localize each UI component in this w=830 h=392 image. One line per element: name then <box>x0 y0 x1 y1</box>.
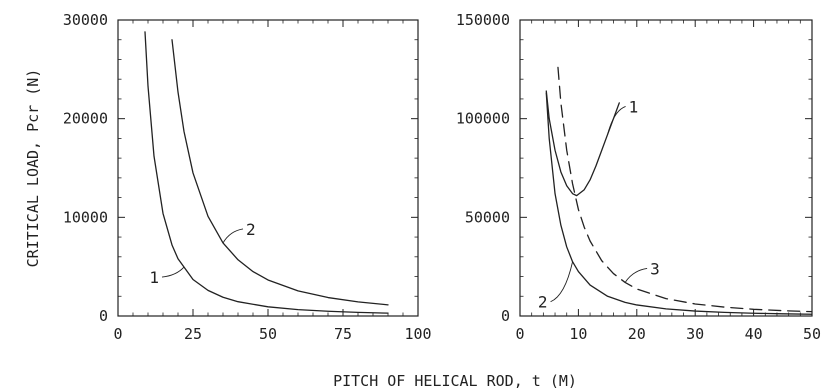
x-tick-label: 40 <box>745 325 763 343</box>
series-line-1 <box>144 31 389 314</box>
y-tick-label: 20000 <box>63 110 108 128</box>
x-tick-label: 75 <box>334 325 352 343</box>
x-tick-label: 50 <box>259 325 277 343</box>
series-line-2 <box>545 92 812 315</box>
y-tick-label: 150000 <box>456 11 510 29</box>
y-tick-label: 50000 <box>465 208 510 226</box>
curve-label-2: 2 <box>246 220 256 239</box>
right-chart-panel: 0 10 20 30 40 50 0 50000 100000 150000 1 2 3 <box>456 11 821 343</box>
annotation-leader <box>607 106 626 135</box>
y-axis-title: CRITICAL LOAD, Pcr (N) <box>24 69 42 268</box>
plot-frame <box>519 19 813 317</box>
x-tick-label: 0 <box>113 325 122 343</box>
curve-label-1: 1 <box>629 97 639 116</box>
series-line-2 <box>171 39 389 306</box>
left-chart-panel: 0 25 50 75 100 0 10000 20000 30000 1 2 <box>63 11 432 343</box>
series-line-1 <box>545 90 620 197</box>
x-tick-label: 100 <box>404 325 431 343</box>
y-tick-label: 100000 <box>456 110 510 128</box>
annotation-leader <box>550 261 573 303</box>
x-tick-label: 20 <box>628 325 646 343</box>
x-axis-title: PITCH OF HELICAL ROD, t (M) <box>333 372 577 390</box>
y-tick-label: 10000 <box>63 208 108 226</box>
annotation-leader <box>161 266 185 278</box>
y-tick-label: 0 <box>501 307 510 325</box>
x-tick-label: 0 <box>515 325 524 343</box>
x-tick-label: 30 <box>686 325 704 343</box>
plot-frame <box>117 19 419 317</box>
annotation-leader <box>624 268 648 283</box>
curve-label-1: 1 <box>149 268 159 287</box>
curve-label-3: 3 <box>650 259 660 278</box>
x-tick-label: 10 <box>569 325 587 343</box>
annotation-leader <box>222 228 244 244</box>
y-tick-label: 30000 <box>63 11 108 29</box>
x-tick-label: 25 <box>184 325 202 343</box>
y-tick-label: 0 <box>99 307 108 325</box>
x-tick-label: 50 <box>803 325 821 343</box>
curve-label-2: 2 <box>538 293 548 312</box>
series-line-3 <box>557 66 812 313</box>
